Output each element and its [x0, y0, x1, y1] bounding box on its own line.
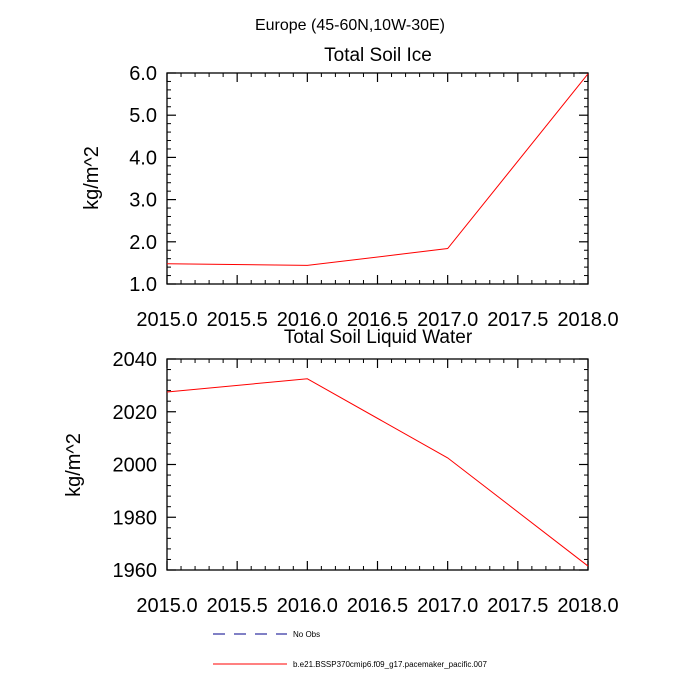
- y-tick-label: 1.0: [129, 274, 157, 296]
- x-tick-label: 2016.5: [347, 309, 408, 331]
- y-axis-label: kg/m^2: [63, 433, 85, 497]
- series-line: [166, 73, 589, 266]
- plot-frame: [166, 358, 589, 571]
- chart-title: Total Soil Liquid Water: [284, 327, 473, 348]
- y-tick-label: 6.0: [129, 63, 157, 85]
- y-ticks: 1.0 2.0 3.0 4.0 5.0 6.0: [129, 63, 588, 296]
- x-ticks: 2015.0 2015.5 2016.0 2016.5 2017.0 2017.5 2018…: [136, 359, 619, 617]
- x-tick-label: 2016.0: [277, 595, 338, 617]
- legend: No Obs b.e21.BSSP370cmip6.f09_g17.pacema…: [213, 630, 487, 669]
- series-line: [166, 378, 589, 567]
- y-tick-label: 5.0: [129, 105, 157, 127]
- x-tick-label: 2018.0: [557, 309, 618, 331]
- x-tick-label: 2017.5: [487, 595, 548, 617]
- x-ticks: 2015.0 2015.5 2016.0 2016.5 2017.0 2017.5 2018…: [136, 73, 619, 331]
- chart-total-soil-liquid-water: Total Soil Liquid Water kg/m^2 2015.0 201…: [63, 327, 619, 617]
- legend-label-model: b.e21.BSSP370cmip6.f09_g17.pacemaker_pac…: [293, 660, 487, 669]
- x-tick-label: 2017.5: [487, 309, 548, 331]
- y-axis-label: kg/m^2: [81, 146, 103, 210]
- series-group: [166, 378, 589, 567]
- y-tick-label: 1980: [113, 507, 158, 529]
- x-tick-label: 2015.0: [136, 309, 197, 331]
- y-ticks: 1960 1980 2000 2020 2040: [113, 349, 588, 582]
- y-tick-label: 4.0: [129, 147, 157, 169]
- y-tick-label: 2020: [113, 402, 158, 424]
- x-tick-label: 2015.0: [136, 595, 197, 617]
- chart-title: Total Soil Ice: [324, 45, 432, 66]
- series-group: [166, 73, 589, 266]
- chart-total-soil-ice: Total Soil Ice kg/m^2 2015.0 2015.5 2016.0…: [81, 45, 619, 331]
- y-tick-label: 2040: [113, 349, 158, 371]
- legend-label-no-obs: No Obs: [293, 630, 320, 639]
- figure-title: Europe (45-60N,10W-30E): [255, 17, 445, 34]
- y-tick-label: 3.0: [129, 190, 157, 212]
- x-tick-label: 2015.5: [207, 309, 268, 331]
- y-tick-label: 1960: [113, 560, 158, 582]
- x-tick-label: 2015.5: [207, 595, 268, 617]
- plot-frame: [166, 72, 589, 285]
- x-tick-label: 2016.5: [347, 595, 408, 617]
- x-tick-label: 2018.0: [557, 595, 618, 617]
- x-tick-label: 2017.0: [417, 309, 478, 331]
- y-tick-label: 2.0: [129, 232, 157, 254]
- x-tick-label: 2017.0: [417, 595, 478, 617]
- y-tick-label: 2000: [113, 455, 158, 477]
- x-tick-label: 2016.0: [277, 309, 338, 331]
